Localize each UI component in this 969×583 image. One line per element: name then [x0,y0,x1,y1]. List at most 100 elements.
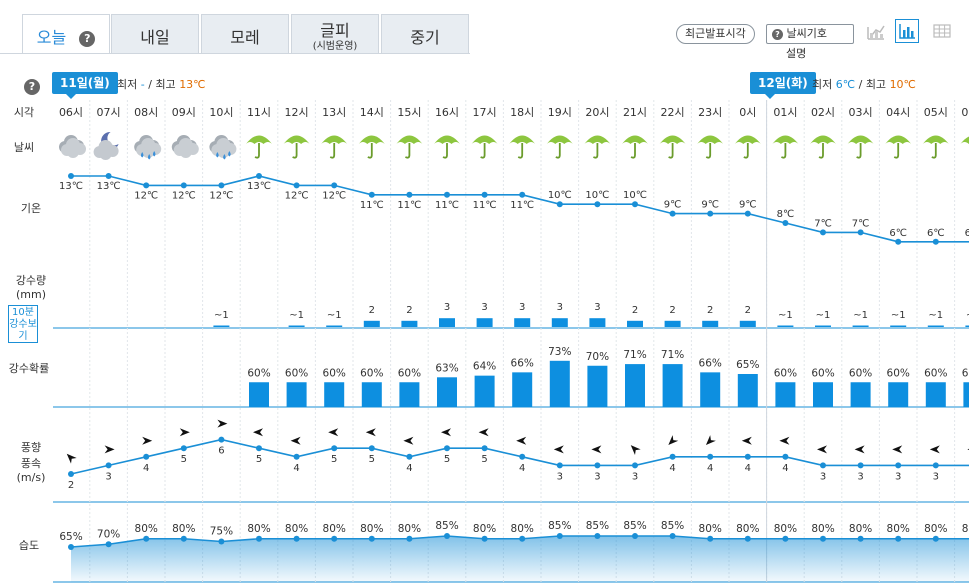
umbrella-icon [434,135,460,159]
humidity-point [444,533,450,539]
graph-view-icon[interactable] [895,19,919,43]
prob-bar [512,372,533,407]
hour-label: 02시 [811,106,835,119]
humidity-label: 80% [699,523,722,535]
umbrella-icon [396,135,423,159]
wind-arrow-icon [478,428,489,437]
prob-label: 60% [887,367,910,379]
prob-label: 60% [811,367,834,379]
latest-forecast-button[interactable]: 최근발표시각 [676,24,755,44]
temperature-point [143,182,150,189]
temperature-point [519,191,526,198]
wind-arrow-icon [516,436,527,445]
prob-label: 63% [435,362,458,374]
temperature-label: 12℃ [134,190,158,201]
wind-speed-label: 2 [68,480,74,491]
temperature-point [932,238,939,245]
hour-label: 10시 [209,106,233,119]
humidity-label: 80% [811,523,834,535]
prob-bar [925,382,946,407]
weather-legend-button[interactable]: ? 날씨기호 [766,24,854,44]
tab-today[interactable]: 오늘 ? [22,14,110,54]
wind-speed-label: 3 [895,471,901,482]
temperature-label: 6℃ [927,228,945,239]
wind-speed-label: 4 [745,463,751,474]
max-value: 10℃ [889,78,916,91]
precip-label: ~1 [928,310,943,321]
humidity-label: 80% [360,523,383,535]
humidity-point [932,535,939,542]
precip-label: 3 [444,302,450,313]
wind-arrow-icon [929,445,940,454]
tab-tomorrow[interactable]: 내일 [111,14,199,54]
rain10-button[interactable]: 10분강수보기 [8,305,38,343]
wind-speed-label: 5 [256,454,262,465]
tab-midterm[interactable]: 중기 [381,14,469,54]
prob-label: 60% [774,367,797,379]
row-label-precip-unit: (mm) [15,288,46,301]
humidity-label: 80% [736,523,759,535]
umbrella-icon [922,135,949,159]
precip-bar [965,325,969,327]
day-tabs: 오늘 ? 내일 모레 글피 (시범운영) 중기 최근발표시각 ? 날씨기호 설명 [0,0,969,60]
temperature-label: 10℃ [548,190,572,201]
wind-speed-label: 3 [105,471,111,482]
wind-speed-label: 6 [218,446,224,457]
row-label-temp: 기온 [20,202,42,215]
humidity-point [68,544,74,550]
wind-arrow-icon [179,428,190,437]
help-icon[interactable]: ? [24,79,40,95]
humidity-label: 80% [285,523,308,535]
wind-point [669,453,676,460]
umbrella-icon [697,135,724,159]
wind-arrow-icon [705,435,716,446]
precip-label: 2 [369,305,375,316]
wind-point [406,453,413,460]
humidity-point [895,535,902,542]
temperature-point [782,220,789,226]
wind-point [782,453,789,460]
precip-bar [551,318,568,327]
precip-bar [852,325,869,327]
temperature-point [331,182,338,189]
wind-speed-label: 4 [143,463,149,474]
wind-speed-label: 4 [519,463,525,474]
precip-label: ~1 [289,310,304,321]
humidity-point [707,535,714,542]
temperature-point [820,229,826,236]
grid-view-icon[interactable] [930,19,954,43]
prob-label: 60% [398,367,421,379]
help-icon[interactable]: ? [79,30,96,47]
wind-point [744,453,751,460]
table-view-icon[interactable] [864,19,888,43]
rain-cloud-icon [209,135,237,160]
temperature-point [632,201,638,208]
wind-speed-label: 5 [181,454,187,465]
tab-third-day[interactable]: 글피 (시범운영) [291,14,379,54]
temperature-point [895,238,902,245]
precip-bar [664,320,681,327]
temperature-point [857,229,864,236]
temperature-label: 11℃ [510,200,534,211]
prob-bar [286,382,307,407]
wind-point [331,445,338,452]
wind-arrow-icon [668,435,679,446]
wind-point [820,462,826,469]
umbrella-icon [471,135,498,159]
wind-speed-label: 4 [782,463,788,474]
umbrella-icon [847,135,874,159]
hour-label: 03시 [849,106,873,119]
precip-bar [890,325,907,327]
hour-label: 06시 [59,106,83,119]
wind-arrow-icon [441,428,451,437]
humidity-point [782,535,789,542]
wind-arrow-icon [66,453,77,464]
prob-bar [737,374,758,407]
prob-bar [625,364,645,407]
hour-label: 04시 [886,106,910,119]
temperature-point [594,201,601,208]
humidity-label: 80% [924,523,947,535]
precip-bar [927,325,944,327]
precip-bar [288,325,305,327]
humidity-label: 80% [247,523,270,535]
